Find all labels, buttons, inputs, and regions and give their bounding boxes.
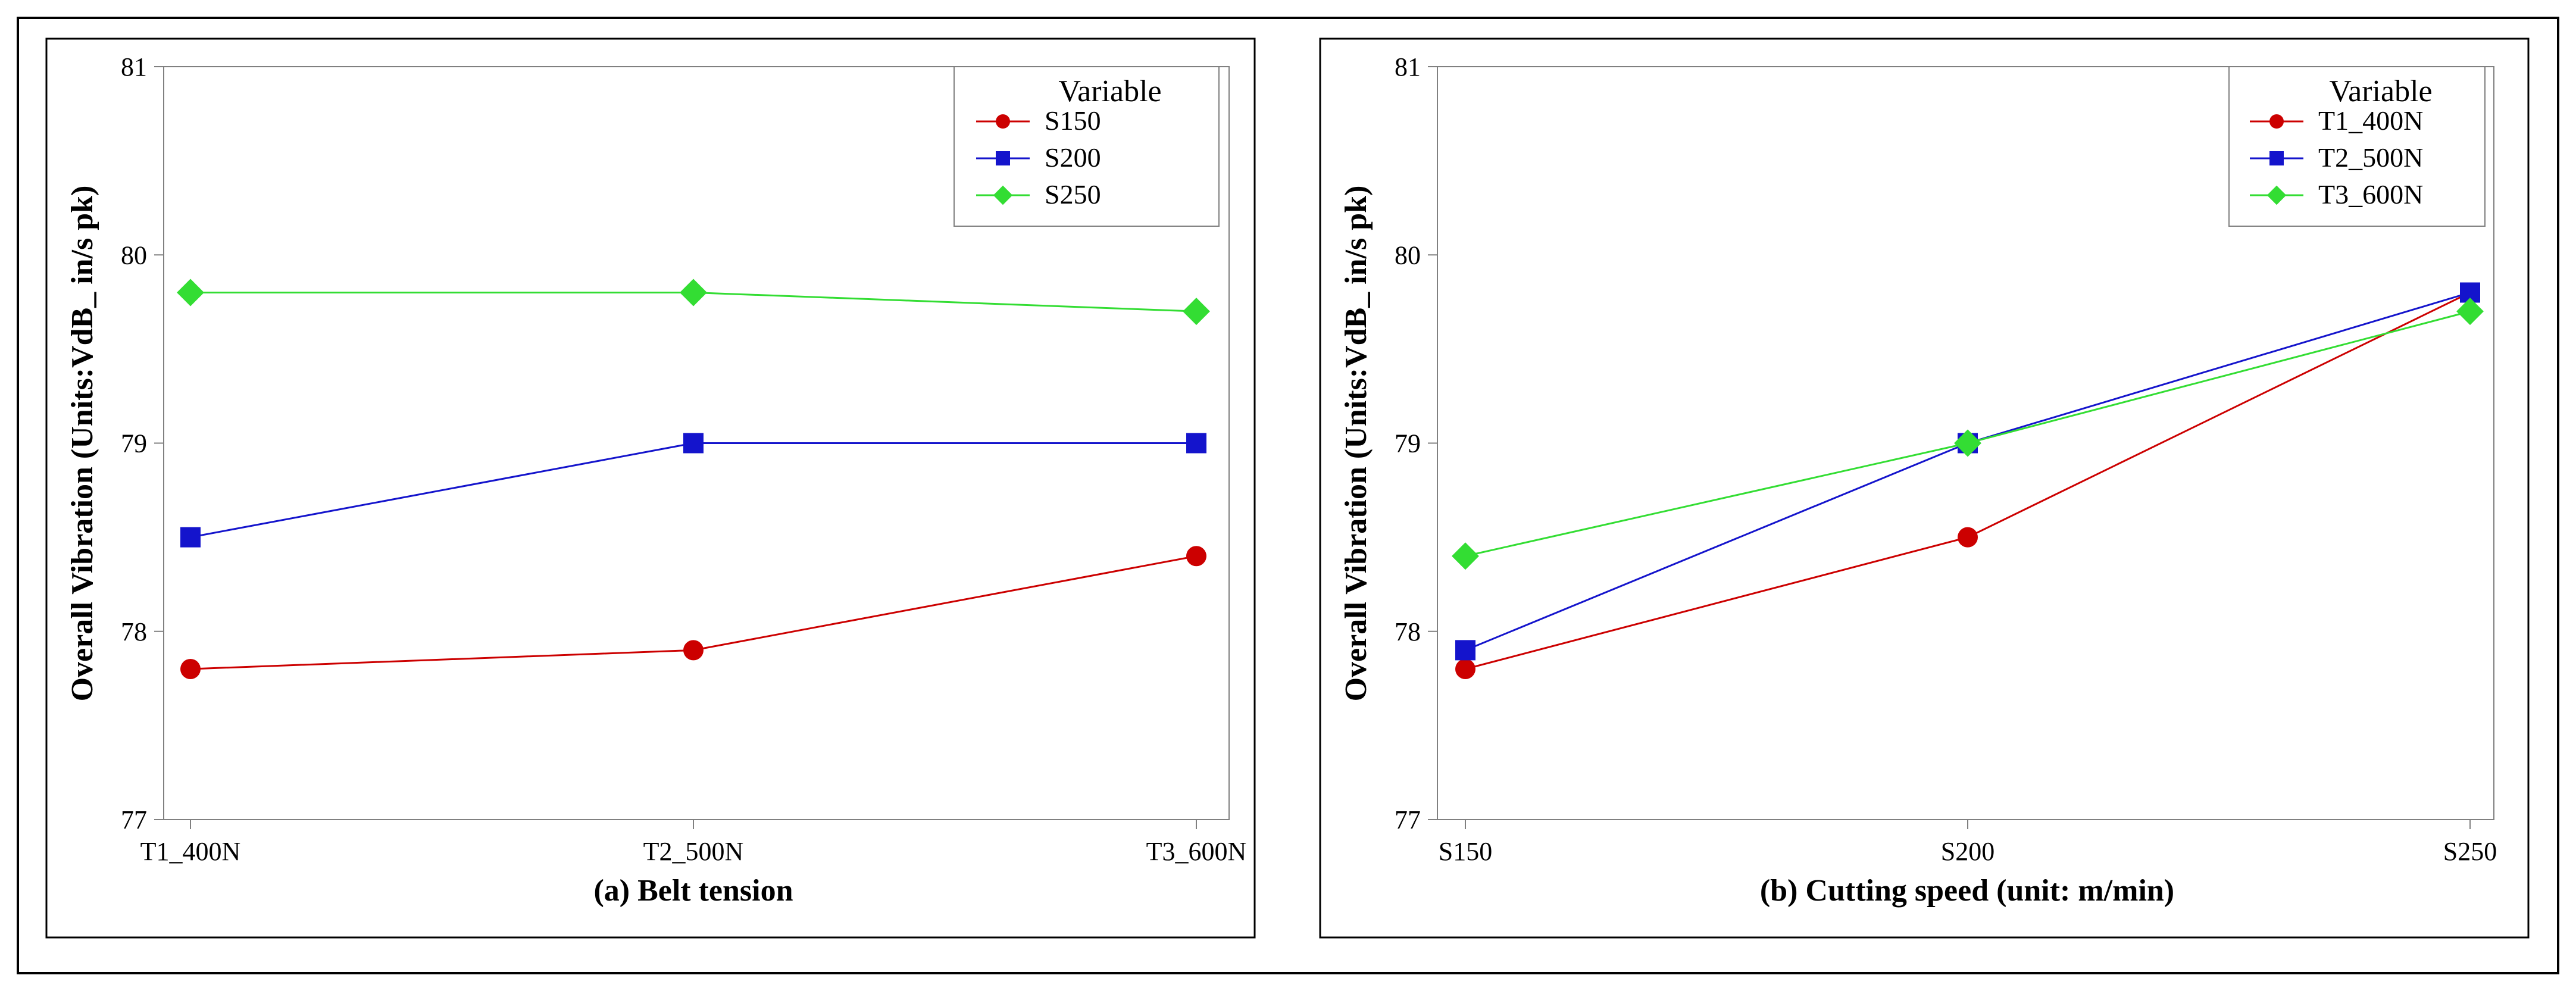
legend-label: T1_400N	[2318, 105, 2423, 136]
data-point-s250	[177, 279, 204, 307]
y-tick-label: 78	[1395, 617, 1421, 646]
y-tick-label: 79	[121, 429, 147, 458]
data-point-t2_500n	[1455, 640, 1475, 661]
data-point-s250	[1183, 298, 1210, 326]
data-point-t1_400n	[1455, 659, 1475, 679]
x-tick-label: T1_400N	[140, 837, 241, 866]
data-point-t3_600n	[1452, 542, 1479, 570]
data-point-s200	[1186, 433, 1206, 454]
x-tick-label: S250	[2443, 837, 2497, 866]
y-tick-label: 78	[121, 617, 147, 646]
legend-marker	[993, 185, 1013, 205]
chart-panel-cutting-speed: 77 78 79 80 81 S150 S200 S250 Overall Vibration…	[1319, 37, 2530, 939]
data-point-s150	[683, 640, 704, 661]
x-tick-label: S200	[1941, 837, 1994, 866]
legend: Variable T1_400N T2_500N T3_600N	[2228, 66, 2486, 227]
legend-label: T3_600N	[2318, 179, 2423, 210]
legend-label: S250	[1045, 179, 1101, 210]
series-layer	[177, 279, 1210, 679]
legend-marker	[2266, 185, 2287, 205]
legend-marker	[996, 114, 1010, 129]
legend-marker	[2269, 151, 2284, 165]
x-tick-label: T3_600N	[1146, 837, 1247, 866]
data-point-s200	[180, 527, 201, 548]
x-tick-label: S150	[1439, 837, 1492, 866]
legend-items: T1_400N T2_500N T3_600N	[2250, 105, 2423, 210]
y-axis-title: Overall Vibration (Units:VdB_ in/s pk)	[65, 186, 99, 702]
data-point-s200	[683, 433, 704, 454]
data-point-t1_400n	[1958, 527, 1978, 548]
y-axis-title: Overall Vibration (Units:VdB_ in/s pk)	[1339, 186, 1373, 702]
axis-ticks: 77 78 79 80 81 S150 S200 S250	[1395, 52, 2497, 866]
y-tick-label: 80	[121, 240, 147, 270]
legend: Variable S150 S200 S250	[954, 66, 1220, 227]
data-point-s150	[180, 659, 201, 679]
legend-label: S150	[1045, 105, 1101, 136]
data-point-t3_600n	[2456, 298, 2484, 326]
data-point-t3_600n	[1954, 429, 1981, 457]
legend-title: Variable	[2329, 74, 2432, 108]
series-layer	[1452, 282, 2484, 679]
y-tick-label: 77	[1395, 805, 1421, 834]
legend-label: T2_500N	[2318, 142, 2423, 173]
y-tick-label: 79	[1395, 429, 1421, 458]
y-tick-label: 81	[121, 52, 147, 82]
legend-items: S150 S200 S250	[976, 105, 1101, 210]
x-axis-title: (b) Cutting speed (unit: m/min)	[1760, 874, 2174, 908]
chart-panel-belt-tension: 77 78 79 80 81 T1_400N T2_500N T3_600N Overall …	[45, 37, 1256, 939]
legend-marker	[996, 151, 1010, 165]
data-point-s150	[1186, 546, 1206, 567]
axis-ticks: 77 78 79 80 81 T1_400N T2_500N T3_600N	[121, 52, 1246, 866]
legend-title: Variable	[1058, 74, 1161, 108]
legend-label: S200	[1045, 142, 1101, 173]
x-tick-label: T2_500N	[643, 837, 744, 866]
y-tick-label: 80	[1395, 240, 1421, 270]
y-tick-label: 81	[1395, 52, 1421, 82]
x-axis-title: (a) Belt tension	[593, 874, 793, 908]
legend-marker	[2269, 114, 2284, 129]
data-point-s250	[680, 279, 707, 307]
y-tick-label: 77	[121, 805, 147, 834]
